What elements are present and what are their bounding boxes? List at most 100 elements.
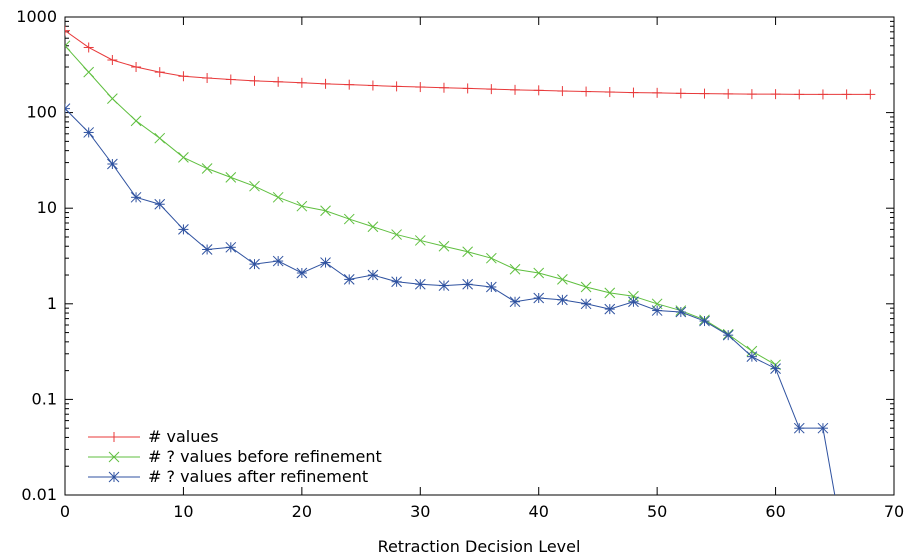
marker-stroke xyxy=(343,213,355,225)
data-point xyxy=(225,74,236,85)
legend-item: # ? values after refinement xyxy=(88,467,368,486)
data-point xyxy=(557,274,568,285)
data-point xyxy=(438,240,450,252)
x-axis-title: Retraction Decision Level xyxy=(378,537,581,556)
marker-stroke xyxy=(154,132,166,144)
marker-stroke xyxy=(108,471,120,483)
marker-stroke xyxy=(108,451,120,463)
series-3 xyxy=(65,103,836,495)
marker-stroke xyxy=(367,221,379,233)
data-point xyxy=(533,85,544,96)
data-point xyxy=(225,241,237,253)
data-point xyxy=(178,152,189,163)
marker-stroke xyxy=(107,93,118,104)
data-point xyxy=(817,422,829,434)
marker-stroke xyxy=(628,290,639,302)
data-point xyxy=(320,205,331,217)
x-tick-label: 10 xyxy=(173,502,193,521)
data-point xyxy=(557,86,568,97)
marker-stroke xyxy=(296,200,308,212)
data-point xyxy=(273,76,284,87)
data-point xyxy=(438,280,450,291)
y-tick-label: 10 xyxy=(37,198,57,217)
legend-label: # ? values after refinement xyxy=(148,467,368,486)
data-point xyxy=(130,191,142,203)
marker-stroke xyxy=(201,163,213,174)
data-point xyxy=(746,351,758,363)
marker-stroke xyxy=(438,280,450,291)
data-point xyxy=(557,294,568,306)
marker-stroke xyxy=(320,257,331,268)
data-point xyxy=(581,86,592,97)
marker-stroke xyxy=(65,40,71,47)
marker-stroke xyxy=(604,287,616,299)
marker-stroke xyxy=(65,107,71,114)
x-tick-label: 40 xyxy=(529,502,549,521)
data-point xyxy=(438,82,449,93)
data-point xyxy=(628,290,639,302)
data-point xyxy=(391,81,402,92)
data-point xyxy=(296,267,308,279)
data-point xyxy=(83,66,95,78)
data-point xyxy=(201,244,213,255)
data-point xyxy=(580,298,592,310)
marker-stroke xyxy=(225,241,237,253)
x-tick-label: 60 xyxy=(765,502,785,521)
data-point xyxy=(509,296,521,308)
data-point xyxy=(486,84,497,95)
marker-stroke xyxy=(249,180,260,192)
marker-stroke xyxy=(533,292,545,304)
data-point xyxy=(462,246,474,258)
data-point xyxy=(604,303,616,315)
data-point xyxy=(296,77,307,88)
data-point xyxy=(367,80,378,91)
data-point xyxy=(343,274,355,285)
data-point xyxy=(178,71,189,82)
data-point xyxy=(272,191,284,203)
marker-stroke xyxy=(391,276,402,288)
data-point xyxy=(485,252,497,264)
data-point xyxy=(225,172,237,183)
data-point xyxy=(414,278,426,290)
x-tick-label: 30 xyxy=(410,502,430,521)
data-point xyxy=(509,263,521,275)
legend: # values# ? values before refinement# ? … xyxy=(88,427,382,486)
data-point xyxy=(722,329,734,341)
marker-stroke xyxy=(580,298,592,310)
data-point xyxy=(131,61,142,72)
x-tick-label: 70 xyxy=(884,502,904,521)
y-tick-label: 1000 xyxy=(16,7,57,26)
data-point xyxy=(415,82,426,93)
marker-stroke xyxy=(485,252,497,264)
marker-stroke xyxy=(533,267,545,279)
marker-stroke xyxy=(272,191,284,203)
data-point xyxy=(699,315,710,327)
data-point xyxy=(107,158,118,170)
data-point xyxy=(107,54,118,65)
data-point xyxy=(462,83,473,94)
series-layer xyxy=(65,25,876,495)
marker-stroke xyxy=(367,269,379,281)
series-1 xyxy=(65,25,876,100)
x-tick-label: 0 xyxy=(60,502,70,521)
data-point xyxy=(770,363,781,374)
marker-stroke xyxy=(154,198,166,210)
data-point xyxy=(320,78,331,89)
data-point xyxy=(604,87,615,98)
legend-marker xyxy=(108,471,120,483)
marker-stroke xyxy=(343,274,355,285)
data-point xyxy=(65,103,71,114)
legend-item: # ? values before refinement xyxy=(88,447,382,466)
series-2 xyxy=(65,40,781,371)
legend-marker xyxy=(109,432,119,442)
marker-stroke xyxy=(557,294,568,306)
data-point xyxy=(533,292,545,304)
series-line xyxy=(65,108,836,495)
marker-stroke xyxy=(130,191,142,203)
data-point xyxy=(201,163,213,174)
data-point xyxy=(675,306,687,318)
marker-stroke xyxy=(462,246,474,258)
marker-stroke xyxy=(178,152,189,163)
data-point xyxy=(296,200,308,212)
data-point xyxy=(770,89,781,100)
